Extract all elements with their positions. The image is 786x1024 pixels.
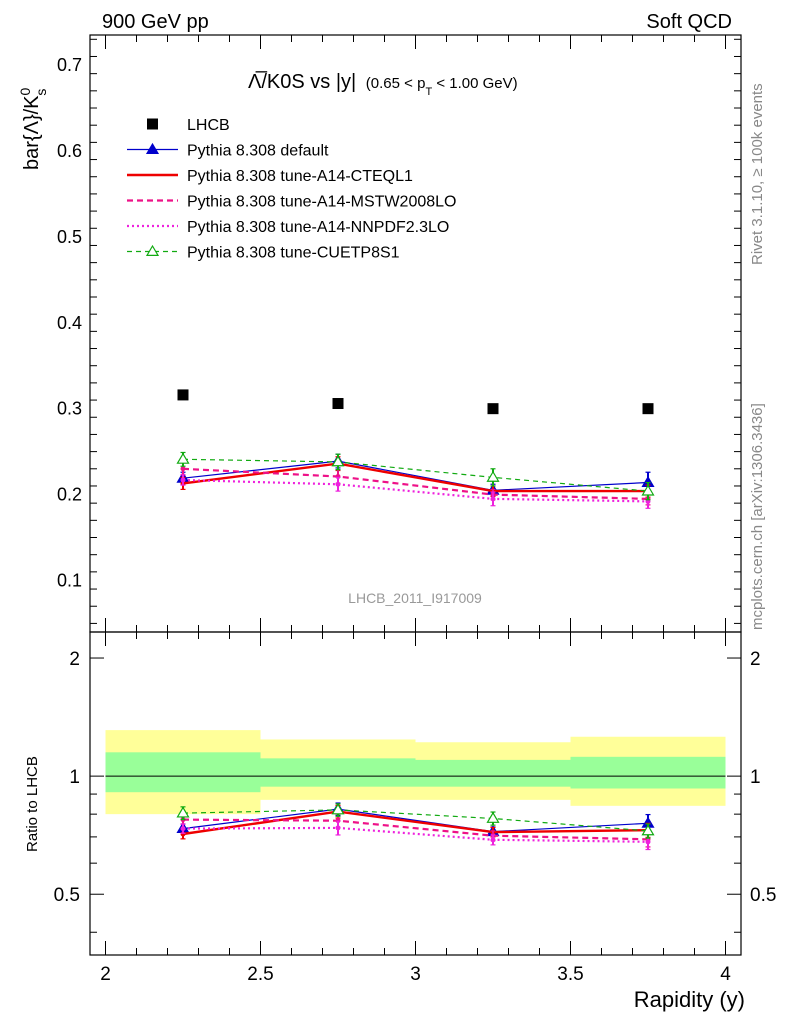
main-pythia-8-308-tune-a14-nnpdf2-3lo-point — [180, 477, 186, 483]
main-pythia-8-308-tune-cuetp8s1-line — [182, 458, 649, 492]
main-pythia-8-308-tune-cuetp8s1-point — [486, 470, 500, 482]
rivet-label: Rivet 3.1.10, ≥ 100k events — [749, 83, 766, 265]
lhcb-data-point — [332, 398, 344, 410]
ratio-inner-band — [105, 752, 261, 793]
main-title: Λ̅/K0S vs |y| (0.65 < pT < 1.00 GeV) — [248, 70, 518, 98]
ratio-pythia-8-308-tune-cuetp8s1-series — [176, 803, 655, 839]
legend: LHCB Pythia 8.308 default Pythia 8.308 tun… — [127, 117, 456, 262]
legend-label: Pythia 8.308 tune-A14-MSTW2008LO — [187, 194, 456, 211]
main-y-tick-label: 0.5 — [57, 227, 82, 247]
legend-label: Pythia 8.308 tune-A14-CTEQL1 — [187, 168, 413, 185]
main-pythia-8-308-tune-cuetp8s1-series — [176, 451, 655, 501]
main-pythia-8-308-tune-cuetp8s1-point — [331, 455, 345, 467]
main-y-tick-label: 0.1 — [57, 570, 82, 590]
main-ylabel-text: bar{Λ}/K — [21, 95, 43, 170]
ratio-pythia-8-308-tune-cuetp8s1-point — [331, 803, 345, 815]
header-right: Soft QCD — [646, 11, 732, 33]
legend-label: Pythia 8.308 default — [187, 143, 329, 160]
ratio-pythia-8-308-tune-a14-nnpdf2-3lo-series — [180, 820, 651, 851]
ratio-pythia-8-308-tune-cuetp8s1-point — [176, 806, 190, 818]
ratio-pythia-8-308-tune-a14-mstw2008lo-line — [182, 818, 649, 841]
main-ylabel-sup: 0 — [17, 87, 33, 95]
ratio-y-tick-label-left: 2 — [69, 649, 80, 670]
ratio-ylabel: Ratio to LHCB — [24, 756, 41, 852]
ratio-inner-band — [415, 759, 571, 787]
main-ylabel-sub: s — [33, 89, 49, 96]
ratio-y-tick-label-right: 2 — [750, 649, 761, 670]
x-tick-label: 3 — [410, 964, 421, 985]
legend-label: LHCB — [187, 117, 230, 134]
main-pythia-8-308-tune-a14-mstw2008lo-line — [182, 467, 649, 500]
legend-marker — [145, 142, 160, 154]
ratio-pythia-8-308-default-line — [182, 808, 649, 833]
legend-label: Pythia 8.308 tune-CUETP8S1 — [187, 245, 400, 262]
main-y-tick-label: 0.7 — [57, 55, 82, 75]
header-left: 900 GeV pp — [102, 11, 209, 33]
ratio-pythia-8-308-tune-a14-nnpdf2-3lo-point — [490, 837, 496, 843]
ratio-y-tick-label-left: 1 — [69, 767, 80, 788]
ratio-pythia-8-308-tune-a14-nnpdf2-3lo-point — [645, 839, 651, 845]
legend-label: Pythia 8.308 tune-A14-NNPDF2.3LO — [187, 219, 449, 236]
lhcb-data-point — [642, 403, 654, 415]
main-pythia-8-308-tune-a14-nnpdf2-3lo-point — [490, 496, 496, 502]
main-title-cut-suffix: < 1.00 GeV) — [432, 75, 517, 92]
x-tick-label: 4 — [720, 964, 731, 985]
x-axis-label: Rapidity (y) — [634, 987, 745, 1012]
ratio-pythia-8-308-tune-a14-cteql1-line — [182, 810, 649, 836]
lhcb-data-point — [177, 389, 189, 401]
main-y-tick-label: 0.2 — [57, 485, 82, 505]
ratio-y-tick-label-right: 0.5 — [750, 885, 776, 906]
ratio-pythia-8-308-tune-a14-nnpdf2-3lo-point — [335, 825, 341, 831]
ratio-y-tick-label-left: 0.5 — [54, 885, 80, 906]
main-pythia-8-308-default-line — [182, 460, 649, 491]
main-pythia-8-308-tune-a14-cteql1-line — [182, 462, 648, 493]
main-panel: 0.1 0.2 0.3 0.4 0.5 0.6 0.7 — [57, 34, 742, 633]
legend-item: Pythia 8.308 tune-A14-MSTW2008LO — [127, 194, 456, 211]
ratio-pythia-8-308-tune-cuetp8s1-point — [486, 811, 500, 823]
legend-item: Pythia 8.308 tune-A14-NNPDF2.3LO — [127, 219, 449, 236]
x-tick-label: 3.5 — [557, 964, 583, 985]
main-pythia-8-308-tune-a14-nnpdf2-3lo-point — [335, 481, 341, 487]
main-ylabel: bar{Λ}/K0s — [17, 87, 49, 170]
legend-marker — [145, 244, 160, 256]
legend-item: Pythia 8.308 default — [127, 143, 329, 160]
main-pythia-8-308-tune-a14-mstw2008lo-point — [180, 466, 186, 472]
main-y-tick-label: 0.6 — [57, 141, 82, 161]
lhcb-data-point — [487, 403, 499, 415]
ratio-panel: 0.5 0.5 1 1 2 2 2 2.5 3 3.5 4 — [54, 631, 776, 985]
mcplots-label: mcplots.cern.ch [arXiv:1306.3436] — [749, 403, 766, 630]
x-tick-label: 2.5 — [247, 964, 273, 985]
legend-item: Pythia 8.308 tune-CUETP8S1 — [127, 245, 400, 262]
analysis-watermark: LHCB_2011_I917009 — [348, 590, 482, 606]
legend-item: Pythia 8.308 tune-A14-CTEQL1 — [127, 168, 413, 185]
ratio-pythia-8-308-tune-cuetp8s1-line — [182, 809, 649, 832]
x-tick-label: 2 — [100, 964, 111, 985]
main-title-cut-sub: T — [425, 86, 432, 98]
main-pythia-8-308-tune-cuetp8s1-point — [176, 452, 190, 464]
legend-marker — [147, 118, 158, 130]
main-pythia-8-308-tune-cuetp8s1-point — [641, 484, 655, 496]
ratio-y-tick-label-right: 1 — [750, 767, 761, 788]
main-y-tick-label: 0.3 — [57, 399, 82, 419]
ratio-pythia-8-308-tune-cuetp8s1-point — [641, 824, 655, 836]
main-title-text: Λ̅/K0S vs |y| — [248, 70, 356, 93]
ratio-pythia-8-308-tune-a14-nnpdf2-3lo-point — [180, 826, 186, 832]
main-y-tick-label: 0.4 — [57, 313, 82, 333]
ratio-inner-band — [260, 758, 416, 787]
main-title-cut-prefix: (0.65 < p — [366, 75, 426, 92]
ratio-inner-band — [570, 756, 726, 789]
legend-item: LHCB — [147, 117, 230, 134]
